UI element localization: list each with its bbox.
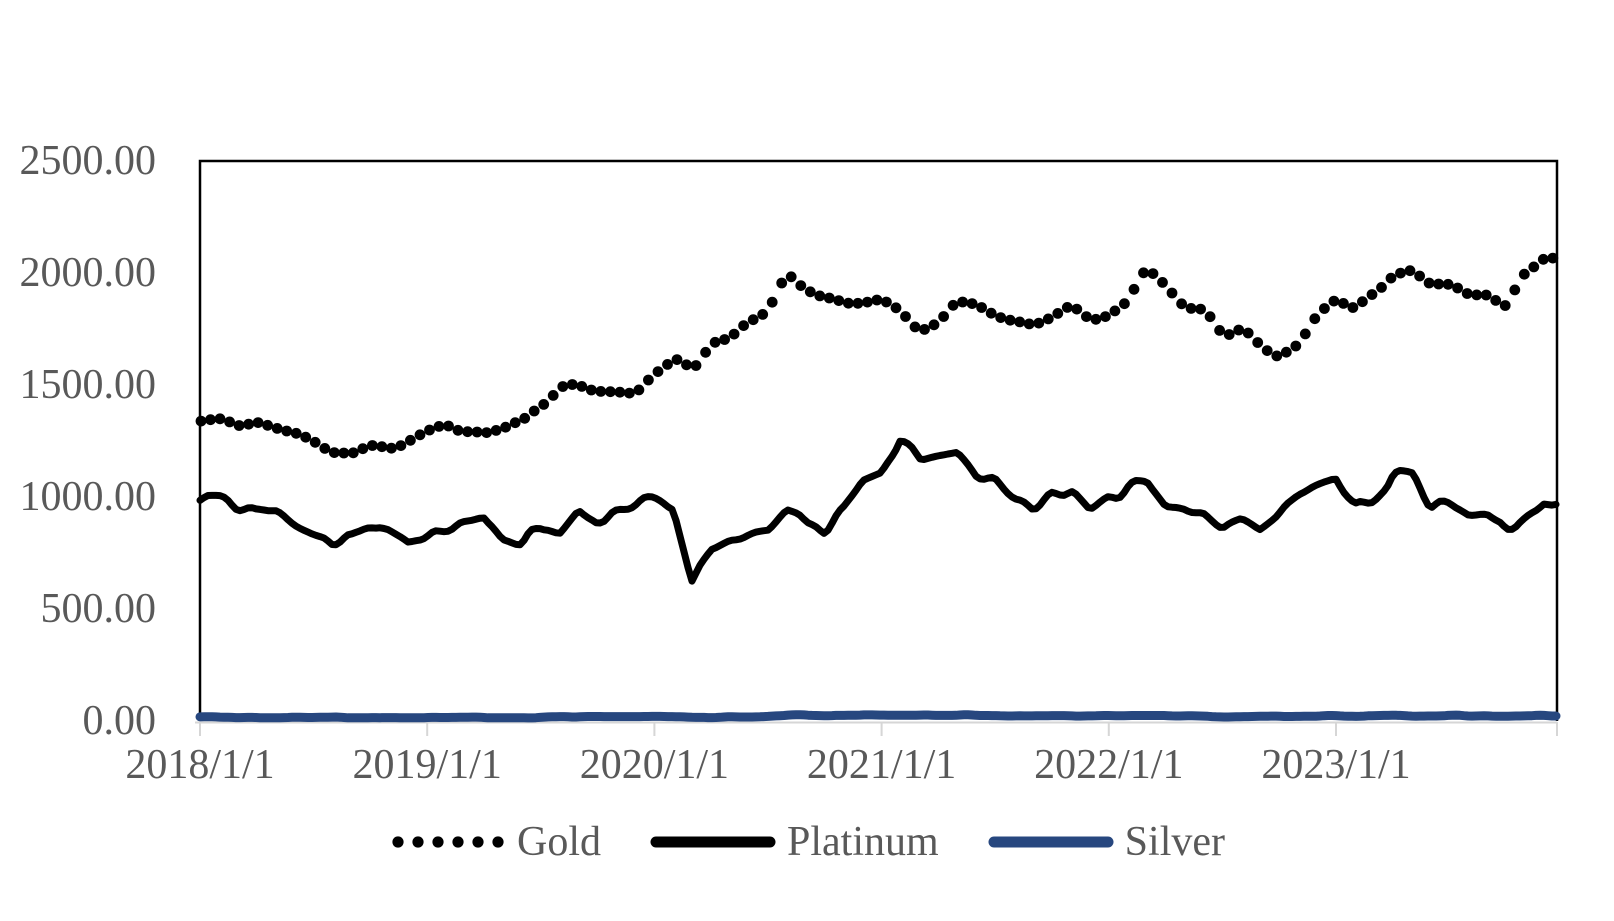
y-axis-tick-label: 2500.00 xyxy=(19,138,157,184)
platinum-line-swatch-icon xyxy=(650,836,776,848)
x-axis-tick-label: 2021/1/1 xyxy=(806,742,957,788)
legend-item-gold: Gold xyxy=(389,818,601,866)
x-axis-tick-label: 2022/1/1 xyxy=(1034,742,1184,788)
legend-label-platinum: Platinum xyxy=(786,819,939,865)
x-axis-tick-label: 2018/1/1 xyxy=(125,742,275,788)
legend-item-silver: Silver xyxy=(987,818,1225,866)
y-axis-tick-label: 0.00 xyxy=(82,698,157,744)
x-axis-tick-label: 2019/1/1 xyxy=(352,742,502,788)
legend-label-silver: Silver xyxy=(1124,819,1225,865)
silver-line-swatch-icon xyxy=(988,836,1114,848)
y-axis-tick-label: 1000.00 xyxy=(19,474,157,520)
y-axis-tick-label: 2000.00 xyxy=(19,250,157,296)
y-axis-tick-label: 500.00 xyxy=(40,586,157,632)
x-axis-tick-label: 2023/1/1 xyxy=(1261,742,1411,788)
y-axis-tick-label: 1500.00 xyxy=(19,362,157,408)
legend-item-platinum: Platinum xyxy=(649,818,939,866)
gold-dotted-swatch-icon xyxy=(392,836,504,848)
legend-label-gold: Gold xyxy=(516,819,601,865)
x-axis-tick-label: 2020/1/1 xyxy=(579,742,730,788)
legend: Gold Platinum Silver xyxy=(0,818,1614,866)
